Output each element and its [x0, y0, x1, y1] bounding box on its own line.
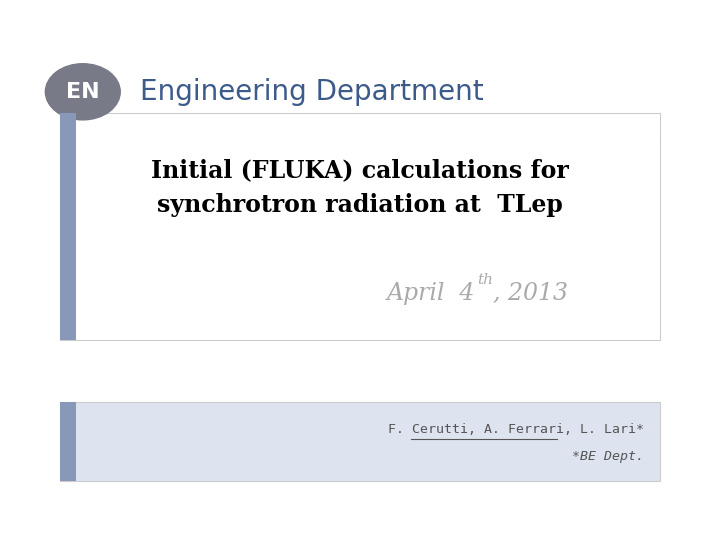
FancyBboxPatch shape: [60, 113, 660, 340]
FancyBboxPatch shape: [60, 402, 76, 481]
Text: th: th: [477, 273, 493, 287]
Text: April  4: April 4: [387, 282, 475, 305]
Text: *BE Dept.: *BE Dept.: [572, 450, 644, 463]
Text: F. Cerutti, A. Ferrari, L. Lari*: F. Cerutti, A. Ferrari, L. Lari*: [388, 423, 644, 436]
Text: Initial (FLUKA) calculations for: Initial (FLUKA) calculations for: [151, 158, 569, 182]
Text: , 2013: , 2013: [493, 282, 568, 305]
Text: Engineering Department: Engineering Department: [140, 78, 484, 106]
Text: EN: EN: [66, 82, 99, 102]
Text: synchrotron radiation at  TLep: synchrotron radiation at TLep: [157, 193, 563, 217]
FancyBboxPatch shape: [60, 402, 660, 481]
FancyBboxPatch shape: [60, 113, 76, 340]
Circle shape: [45, 64, 120, 120]
